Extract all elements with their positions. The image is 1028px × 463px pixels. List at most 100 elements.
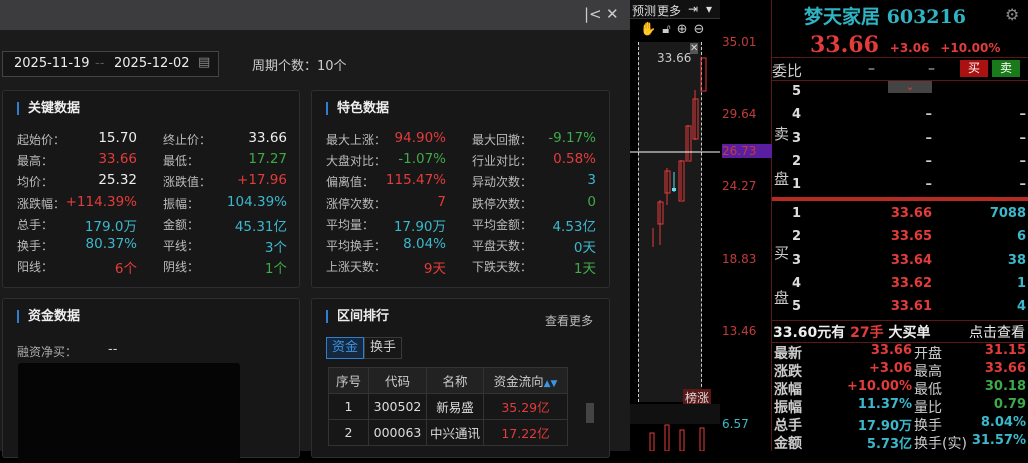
level-volume: – [1019, 130, 1027, 146]
stat-label: 异动次数： [472, 175, 533, 190]
stat-label: 最低 [914, 382, 942, 398]
level-volume: 38 [1007, 252, 1026, 268]
level-volume: – [1019, 107, 1027, 123]
date-range-picker[interactable]: 2025-11-19 -- 2025-12-02 ▤ [2, 51, 219, 77]
stat-value: 0.58% [553, 151, 596, 168]
zoom-in-icon[interactable]: ⊕ [676, 22, 694, 37]
start-date[interactable]: 2025-11-19 [14, 56, 90, 71]
stat-label: 大盘对比： [326, 154, 387, 169]
stat-value: 17.90万 [857, 419, 912, 434]
big-order-banner[interactable]: 33.60元有 27手 大买单 点击查看 [773, 322, 1027, 342]
stat-value: 80.37% [85, 236, 137, 252]
stat-label: 涨停次数： [326, 196, 387, 211]
table-row[interactable]: 1 300502 新易盛 35.29亿 [328, 393, 568, 420]
lock-icon[interactable]: 🔓︎ [662, 22, 677, 37]
stat-label: 平均金额： [472, 217, 533, 232]
chevron-down-icon[interactable]: ▾ [706, 2, 713, 16]
scrollbar[interactable] [586, 403, 594, 423]
col-fund-flow[interactable]: 资金流向▲▼ [483, 367, 568, 394]
stat-label: 金额： [163, 217, 200, 232]
stat-label: 跌停次数： [472, 196, 533, 211]
stat-label: 行业对比： [472, 154, 533, 169]
gear-icon[interactable]: ⚙ [1005, 5, 1020, 24]
stat-value: 0 [587, 193, 596, 210]
stat-value: 1天 [573, 261, 596, 278]
selection-range[interactable] [638, 42, 702, 402]
close-selection-icon[interactable]: ✕ [690, 43, 699, 54]
stat-value: +3.06 [869, 361, 912, 376]
toolbar-forecast[interactable]: 预测 [632, 4, 657, 18]
collapse-left-icon[interactable]: |< [584, 5, 602, 23]
level-volume: 1 [1016, 275, 1026, 291]
stat-label: 换手(实) [914, 436, 967, 452]
buy-side-label: 买盘 [774, 244, 790, 307]
level-number: 5 [792, 299, 802, 315]
table-row[interactable]: 2 000063 中兴通讯 17.22亿 [328, 419, 568, 446]
weibi-value: – [868, 61, 875, 77]
stat-value: 6个 [114, 261, 137, 278]
sell-button[interactable]: 卖 [992, 60, 1020, 77]
stat-value: 7 [437, 193, 446, 210]
stat-label: 最低： [163, 154, 200, 169]
hand-icon[interactable]: ✋ [640, 22, 663, 37]
level-number: 1 [792, 206, 802, 221]
date-separator: -- [95, 56, 105, 71]
expand-chevron-icon[interactable]: ⌄ [888, 81, 932, 93]
tab-fund[interactable]: 资金 [326, 337, 364, 359]
stat-label: 量比 [914, 400, 942, 416]
stat-value: -9.17% [548, 130, 596, 146]
last-price: 33.66 [810, 32, 879, 58]
stat-label: 均价： [17, 175, 54, 190]
stat-value: 0.79 [993, 397, 1026, 412]
zoom-out-icon[interactable]: ⊖ [693, 22, 711, 37]
card-title: 区间排行 [326, 310, 389, 323]
stat-label: 振幅 [774, 400, 802, 416]
rank-cell: 2 [328, 419, 369, 446]
quote-panel: 梦天家居 603216 ⚙ 33.66 +3.06 +10.00% 委比 – –… [772, 0, 1028, 452]
level-number: 5 [792, 84, 802, 99]
stat-label: 终止价： [163, 133, 212, 147]
volume-divider [630, 404, 720, 424]
stat-value: 45.31亿 [234, 218, 287, 235]
rank-cell: 1 [328, 393, 369, 420]
level-price: – [925, 130, 933, 146]
stat-value: 33.66 [248, 130, 287, 146]
stat-label: 最高 [914, 364, 942, 380]
stat-label: 涨幅 [774, 382, 802, 398]
view-more-link[interactable]: 查看更多 [545, 314, 594, 328]
stat-value: 115.47% [385, 172, 446, 189]
kline-chart[interactable]: 预测 更多 ⇥ ▾ ✋🔓︎⊕⊖ 33.66 ✕ 榜涨 35.01 29.64 2… [630, 0, 772, 451]
col-label: 资金流向 [493, 374, 544, 389]
jump-end-icon[interactable]: ⇥ [688, 2, 699, 16]
key-data-card: 关键数据 起始价： 15.70 终止价： 33.66 最高： 33.66 最低： 17.27 均… [2, 90, 300, 288]
level-volume: 4 [1016, 299, 1026, 315]
stat-label: 总手： [17, 217, 54, 232]
view-big-order-link[interactable]: 点击查看 [969, 325, 1025, 341]
stat-value: 33.66 [98, 151, 137, 168]
toolbar-more[interactable]: 更多 [657, 4, 682, 18]
big-order-text: 大买单 [888, 325, 931, 341]
margin-label: 融资净买： [17, 345, 78, 359]
ranking-card: 区间排行 查看更多 资金 换手 序号 代码 名称 资金流向▲▼ 1 300502 新… [311, 298, 610, 458]
level-volume: 7088 [989, 206, 1026, 221]
stat-label: 涨跌 [774, 364, 802, 380]
buy-button[interactable]: 买 [960, 60, 988, 77]
sort-icon[interactable]: ▲▼ [543, 379, 558, 389]
level-volume: 6 [1016, 229, 1026, 245]
stat-label: 平线： [163, 239, 200, 253]
stat-value: +114.39% [65, 193, 137, 210]
axis-label: 18.83 [722, 252, 757, 266]
level-number: 2 [792, 153, 802, 169]
price-change-pct: +10.00% [940, 41, 1001, 55]
stat-value: 33.66 [870, 343, 912, 358]
col-rank: 序号 [328, 367, 369, 394]
stat-label: 开盘 [914, 346, 942, 362]
tab-turnover[interactable]: 换手 [364, 337, 402, 359]
close-icon[interactable]: ✕ [606, 5, 619, 23]
stat-label: 平均换手： [326, 239, 387, 253]
end-date[interactable]: 2025-12-02 [114, 56, 190, 71]
calendar-icon[interactable]: ▤ [198, 55, 211, 70]
stat-value: 179.0万 [84, 218, 137, 235]
axis-label: 35.01 [722, 35, 757, 49]
axis-label: 24.27 [722, 179, 757, 193]
